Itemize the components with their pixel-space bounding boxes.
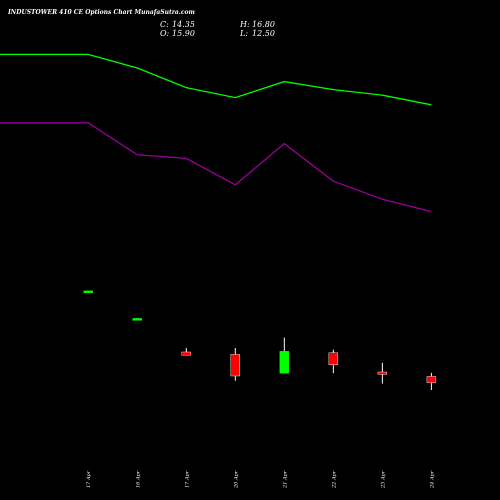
high-value: 16.80: [252, 20, 275, 29]
candlesticks: [83, 290, 437, 390]
lower-line: [0, 122, 432, 213]
close-label: C:: [160, 20, 169, 29]
candle-6: [328, 349, 339, 374]
chart-title: INDUSTOWER 410 CE Options Chart MunafaSu…: [7, 9, 195, 16]
x-tick-label: 24 Apr: [429, 470, 435, 489]
low-value: 12.50: [252, 29, 275, 38]
upper-line: [0, 53, 432, 106]
candle-7: [377, 362, 388, 384]
ohlc-readout: C: 14.35 O: 15.90 H: 16.80 L: 12.50: [160, 20, 275, 38]
candle-body: [132, 318, 142, 321]
open-value: 15.90: [172, 29, 195, 38]
x-tick-label: 21 Apr: [282, 470, 288, 489]
indicator-lines: [0, 53, 432, 213]
candle-body: [426, 376, 437, 383]
high-label: H:: [239, 20, 250, 29]
candle-body: [328, 352, 339, 365]
x-tick-label: 23 Apr: [380, 470, 386, 489]
low-label: L:: [239, 29, 248, 38]
candle-body: [83, 290, 93, 293]
x-tick-label: 22 Apr: [331, 470, 337, 489]
candle-2: [132, 318, 142, 321]
candle-body: [181, 351, 191, 356]
x-axis-ticks: 17 Apr 16 Apr 17 Apr 20 Apr 21 Apr 22 Apr 23 A…: [86, 470, 435, 489]
candle-8: [426, 372, 437, 390]
x-tick-label: 17 Apr: [184, 470, 190, 488]
x-tick-label: 20 Apr: [233, 470, 239, 489]
candle-5: [279, 337, 290, 374]
candle-4: [230, 348, 240, 381]
open-label: O:: [160, 29, 170, 38]
x-tick-label: 16 Apr: [135, 470, 141, 488]
x-tick-label: 17 Apr: [86, 470, 92, 488]
close-value: 14.35: [172, 20, 195, 29]
candle-body: [230, 354, 240, 377]
candle-3: [181, 348, 191, 356]
candle-body: [377, 371, 388, 375]
candle-body: [279, 351, 290, 374]
candle-1: [83, 290, 93, 293]
